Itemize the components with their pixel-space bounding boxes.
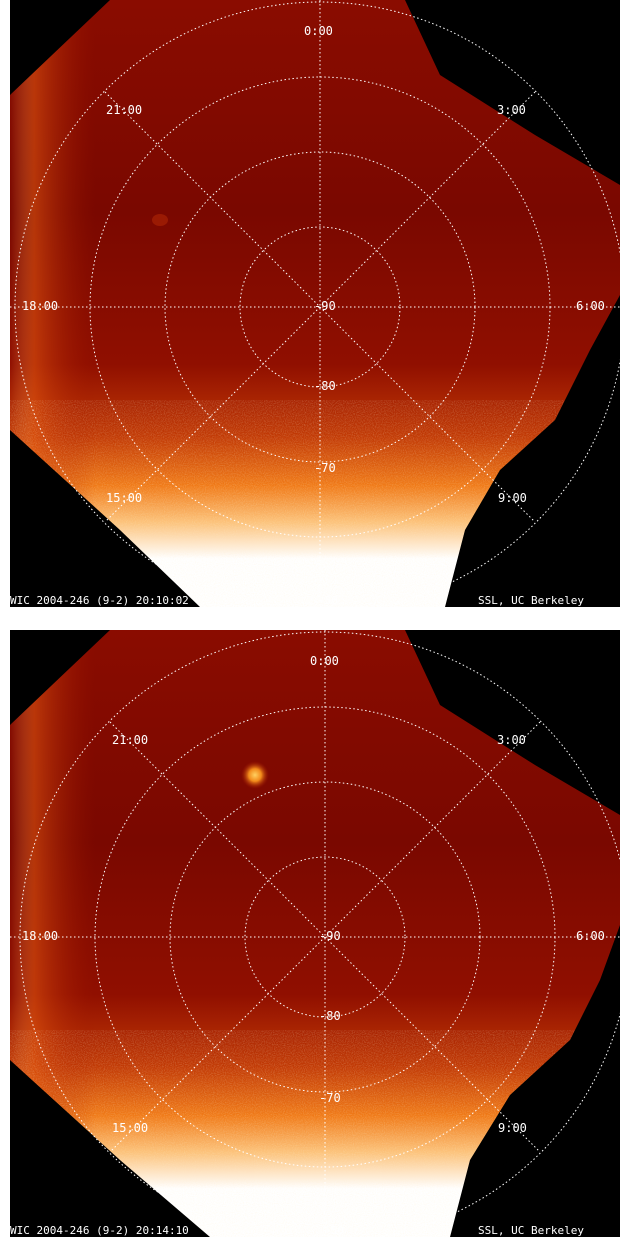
mlt-label-9: 9:00 bbox=[498, 491, 527, 505]
mlt-label-6: 6:00 bbox=[576, 929, 605, 943]
bright-spot bbox=[241, 761, 269, 789]
mlt-label-3: 3:00 bbox=[497, 103, 526, 117]
polar-plot-bottom bbox=[10, 630, 620, 1237]
mlt-label-0: 0:00 bbox=[310, 654, 339, 668]
lat-label-80: -80 bbox=[314, 379, 336, 393]
auroral-image-panel-bottom: 0:00 21:00 3:00 18:00 6:00 15:00 9:00 -9… bbox=[10, 630, 620, 1237]
lat-label-50: -50 bbox=[324, 1224, 344, 1237]
footer-timestamp: WIC 2004-246 (9-2) 20:14:10 bbox=[10, 1224, 189, 1237]
mlt-label-21: 21:00 bbox=[112, 733, 149, 747]
mlt-label-6: 6:00 bbox=[576, 299, 605, 313]
mlt-label-18: 18:00 bbox=[22, 929, 59, 943]
mlt-label-18: 18:00 bbox=[22, 299, 59, 313]
lat-label-90: -90 bbox=[314, 299, 336, 313]
mlt-label-3: 3:00 bbox=[497, 733, 526, 747]
footer-credit: SSL, UC Berkeley bbox=[478, 594, 584, 607]
lat-label-50: -50 bbox=[318, 594, 338, 607]
lat-label-90: -90 bbox=[319, 929, 341, 943]
mlt-label-21: 21:00 bbox=[106, 103, 143, 117]
footer-credit: SSL, UC Berkeley bbox=[478, 1224, 584, 1237]
mlt-label-15: 15:00 bbox=[106, 491, 143, 505]
polar-plot-top bbox=[10, 0, 620, 607]
footer-timestamp: WIC 2004-246 (9-2) 20:10:02 bbox=[10, 594, 189, 607]
mlt-label-0: 0:00 bbox=[304, 24, 333, 38]
auroral-image-panel-top: 0:00 21:00 3:00 18:00 6:00 15:00 9:00 -9… bbox=[10, 0, 620, 607]
lat-label-70: -70 bbox=[319, 1091, 341, 1105]
lat-label-80: -80 bbox=[319, 1009, 341, 1023]
mlt-label-9: 9:00 bbox=[498, 1121, 527, 1135]
aurora-image-bottom bbox=[10, 630, 620, 1237]
lat-label-70: -70 bbox=[314, 461, 336, 475]
polar-grid-bottom bbox=[10, 630, 620, 1237]
polar-grid-top bbox=[10, 0, 620, 607]
mlt-label-15: 15:00 bbox=[112, 1121, 149, 1135]
